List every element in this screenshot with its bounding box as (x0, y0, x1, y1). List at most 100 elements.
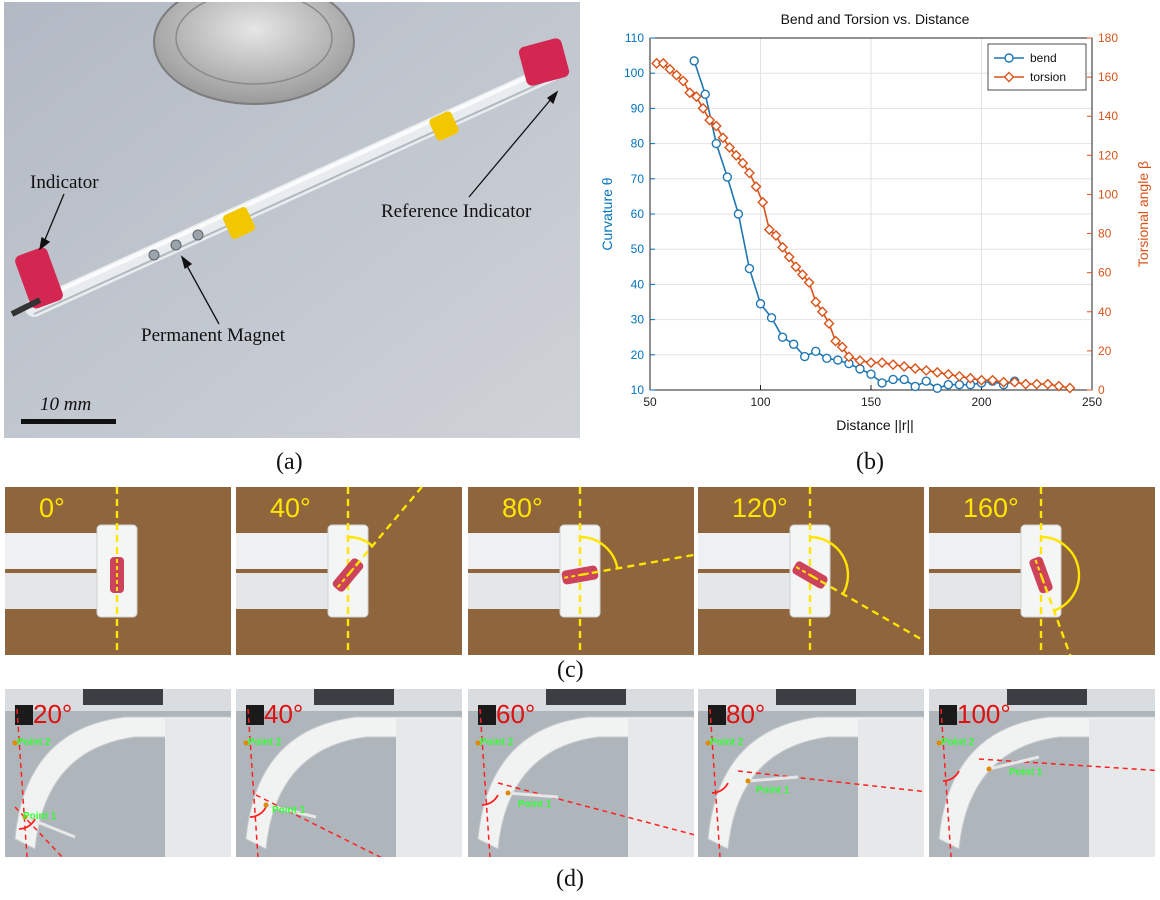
x-axis-label: Distance ||r|| (836, 417, 914, 433)
reference-indicator-label: Reference Indicator (381, 201, 532, 222)
y-axis-left-label: Curvature θ (599, 177, 615, 250)
point-torsion (998, 376, 1010, 388)
point-torsion (920, 364, 932, 376)
y-left-tick-label: 60 (631, 207, 645, 221)
y-right-tick-label: 140 (1098, 109, 1118, 123)
point-1-label: Point 1 (272, 805, 306, 816)
panel-c-frame-illustration (468, 487, 694, 655)
point-torsion (1064, 382, 1076, 394)
point-torsion (684, 87, 696, 99)
point-bend (866, 369, 876, 379)
panel-c-frame-illustration (5, 487, 231, 655)
point-torsion (823, 318, 835, 330)
x-tick-label: 100 (750, 395, 770, 409)
point-2-label: Point 2 (248, 737, 282, 748)
panel-c-frame-illustration (929, 487, 1155, 655)
point-torsion (876, 357, 888, 369)
panel-c-angle-label: 40° (270, 493, 311, 523)
x-tick-label: 150 (861, 395, 881, 409)
point-torsion (1009, 376, 1021, 388)
point-bend (744, 263, 755, 274)
panel-d-frame-illustration (236, 689, 462, 857)
point-bend (766, 313, 777, 323)
tube (25, 63, 561, 317)
panel-d-angle-label: 80° (726, 699, 766, 729)
point-2-label: Point 2 (17, 737, 51, 748)
y-right-tick-label: 0 (1098, 383, 1105, 397)
point-bend (943, 380, 954, 390)
point-bend (822, 353, 832, 364)
point-1-label: Point 1 (518, 799, 552, 810)
point-torsion (830, 335, 842, 347)
y-right-tick-label: 80 (1098, 227, 1112, 241)
y-right-tick-label: 20 (1098, 344, 1112, 358)
x-tick-label: 50 (643, 395, 657, 409)
panel-a-photo: Indicator Reference Indicator Permanent … (4, 2, 580, 438)
y-right-tick-label: 60 (1098, 266, 1112, 280)
point-torsion (1031, 378, 1043, 390)
panel-c-frame: 40° (236, 487, 462, 655)
y-right-tick-label: 180 (1098, 31, 1118, 45)
point-torsion (757, 196, 769, 208)
point-torsion (1053, 380, 1065, 392)
point-torsion (657, 57, 669, 69)
point-bend (811, 346, 821, 356)
point-torsion (987, 374, 999, 386)
y-left-tick-label: 30 (631, 313, 645, 327)
panel-d-frame: 40° Point 2 Point 1 (236, 689, 462, 857)
point-bend (877, 378, 887, 388)
panel-d-angle-label: 20° (33, 699, 73, 729)
panel-d-frame-illustration (929, 689, 1155, 857)
panel-d-angle-label: 60° (496, 699, 536, 729)
point-torsion (964, 372, 976, 384)
point-torsion (730, 149, 742, 161)
point-torsion (777, 241, 789, 253)
coin (153, 2, 355, 105)
point-torsion (836, 341, 848, 353)
indicator-red (10, 247, 63, 317)
legend-box (987, 43, 1087, 91)
y-axis-right-label: Torsional angle β (1135, 161, 1151, 267)
point-bend (899, 374, 909, 385)
panel-b-caption: (b) (856, 449, 884, 475)
panel-b-chart: Bend and Torsion vs. Distance Distance |… (590, 2, 1158, 438)
permanent-magnet-label: Permanent Magnet (141, 325, 286, 346)
y-left-tick-label: 40 (631, 277, 645, 291)
point-torsion (976, 374, 987, 386)
yellow-band (429, 111, 459, 141)
y-left-tick-label: 20 (631, 348, 645, 362)
panel-c-frame: 80° (468, 487, 694, 655)
point-1-label: Point 1 (756, 785, 790, 796)
point-bend (799, 351, 810, 362)
point-torsion (898, 361, 910, 373)
point-2-label: Point 2 (480, 737, 514, 748)
point-bend (755, 299, 766, 309)
point-torsion (803, 276, 815, 288)
point-torsion (717, 132, 729, 144)
point-bend (788, 339, 799, 349)
panel-d-frame: 20° Point 2 Point 1 (5, 689, 231, 857)
point-torsion (1042, 378, 1054, 390)
panel-c-frame-illustration (698, 487, 924, 655)
point-bend (833, 355, 843, 365)
point-torsion (931, 366, 943, 378)
point-torsion (690, 91, 702, 103)
y-right-tick-label: 40 (1098, 305, 1112, 319)
point-bend (921, 376, 931, 386)
panel-c-frame: 160° (929, 487, 1155, 655)
scale-bar (21, 419, 116, 424)
point-torsion (783, 251, 795, 263)
panel-c-frame-illustration (236, 487, 462, 655)
panel-d-angle-label: 100° (957, 699, 1011, 729)
point-torsion (724, 142, 736, 154)
point-torsion (797, 269, 808, 281)
panel-d-frame-illustration (5, 689, 231, 857)
legend-label-bend: bend (1030, 51, 1057, 65)
point-1-label: Point 1 (1009, 767, 1043, 778)
point-bend (932, 383, 942, 393)
point-torsion (737, 157, 749, 169)
point-torsion (750, 181, 762, 193)
point-torsion (854, 355, 866, 367)
y-left-tick-label: 80 (631, 137, 645, 151)
point-torsion (710, 120, 722, 132)
